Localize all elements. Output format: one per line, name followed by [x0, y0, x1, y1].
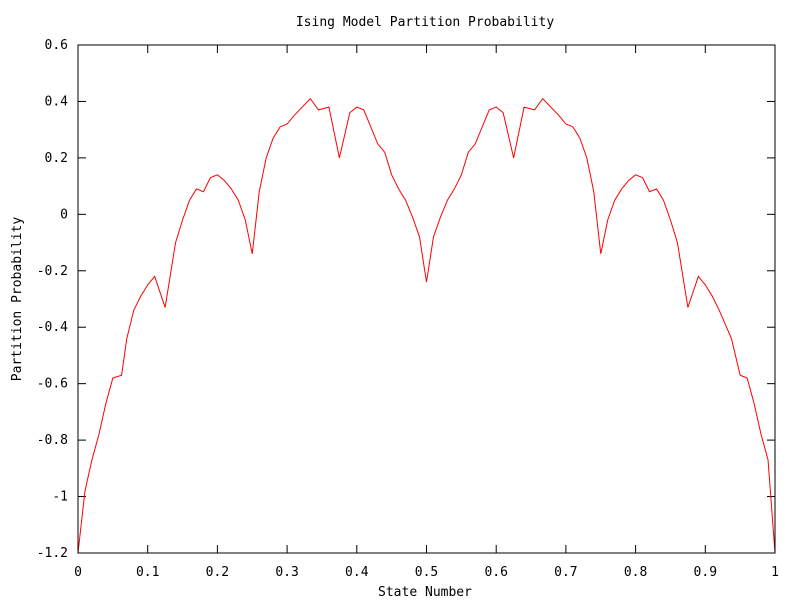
y-tick-label: -0.6 [37, 377, 68, 392]
x-axis-label: State Number [378, 585, 472, 600]
y-tick-label: -0.4 [37, 320, 68, 335]
x-tick-label: 0 [74, 565, 82, 580]
y-tick-label: -1.2 [37, 546, 68, 561]
y-tick-label: -0.8 [37, 433, 68, 448]
y-tick-label: 0.4 [45, 94, 69, 109]
chart-title: Ising Model Partition Probability [296, 15, 554, 30]
series-layer [77, 97, 776, 554]
y-tick-label: 0.6 [45, 38, 68, 53]
x-tick-label: 1 [771, 565, 779, 580]
x-tick-label: 0.7 [554, 565, 577, 580]
x-tick-label: 0.3 [275, 565, 298, 580]
x-tick-label: 0.6 [484, 565, 507, 580]
ticks-layer: 0 0.1 0.2 0.3 0.4 0.5 0.6 0.7 0.8 0.9 1 -1.2 -1 -0.8 -… [37, 38, 779, 580]
x-tick-label: 0.1 [136, 565, 159, 580]
x-tick-label: 0.2 [206, 565, 229, 580]
y-tick-label: 0.2 [45, 151, 68, 166]
y-axis-label: Partition Probability [10, 217, 25, 382]
x-tick-label: 0.5 [415, 565, 438, 580]
y-tick-label: -1 [52, 490, 68, 505]
y-tick-label: 0 [60, 207, 68, 222]
x-tick-label: 0.8 [624, 565, 647, 580]
x-tick-label: 0.4 [345, 565, 369, 580]
x-tick-label: 0.9 [694, 565, 717, 580]
series-line [77, 97, 776, 554]
plot-frame [77, 44, 776, 554]
y-tick-label: -0.2 [37, 264, 68, 279]
